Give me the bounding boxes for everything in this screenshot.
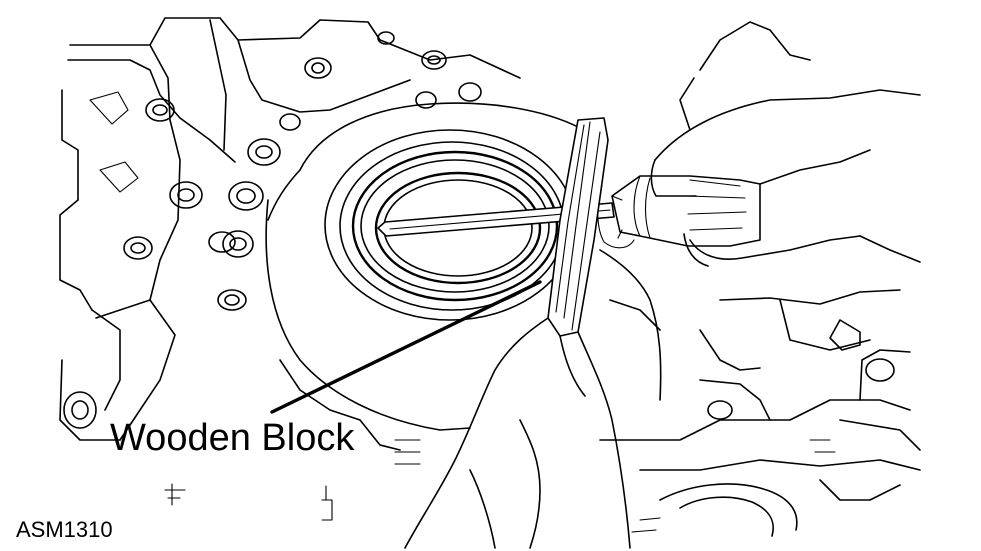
screwdriver — [377, 175, 761, 249]
engine-block-left — [59, 17, 521, 521]
oil-seal — [324, 129, 576, 321]
callout-label-wooden-block: Wooden Block — [110, 417, 355, 459]
callout-leader-line — [270, 280, 542, 414]
left-hand — [404, 249, 662, 549]
engine-block-right — [599, 349, 921, 537]
right-hand — [650, 21, 921, 371]
figure-code: ASM1310 — [16, 517, 113, 542]
timing-cover — [217, 102, 581, 451]
